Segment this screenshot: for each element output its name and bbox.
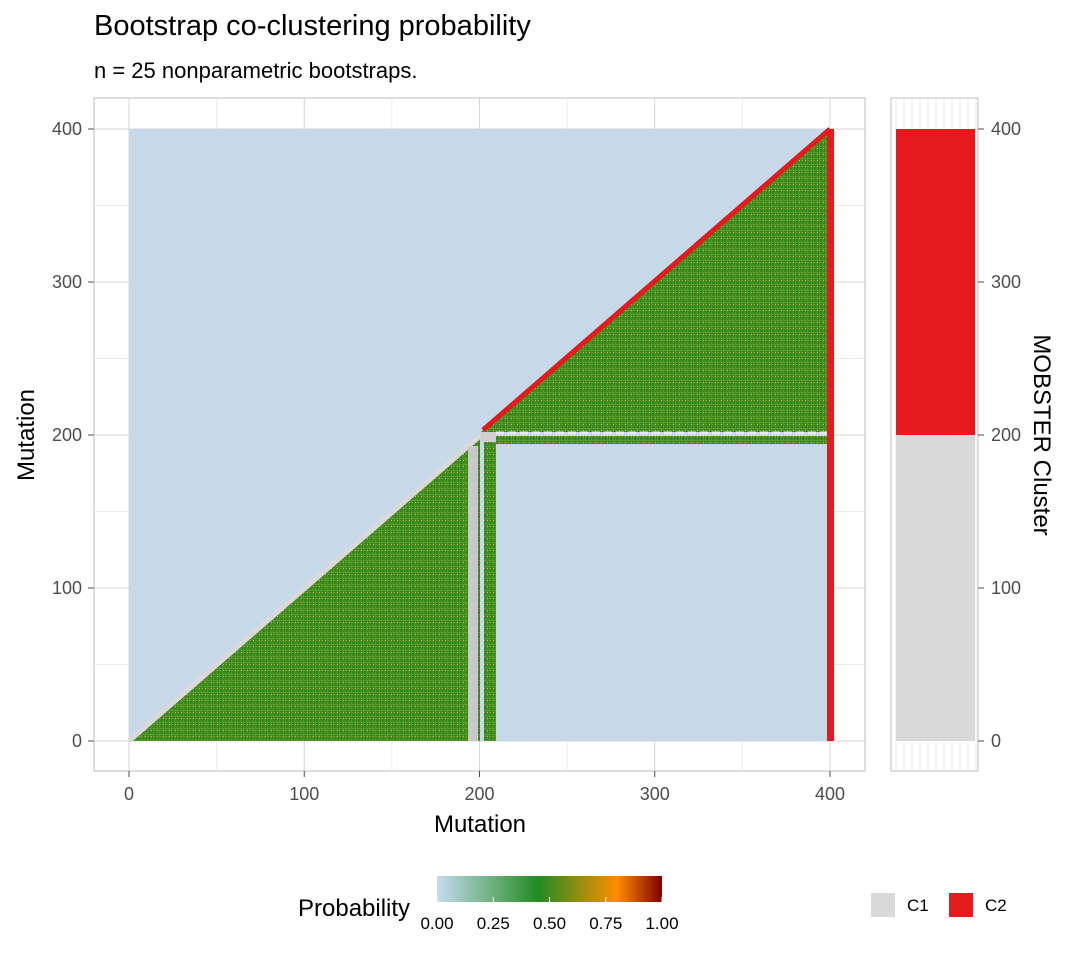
y-tick-label: 200 [52,425,82,445]
y-tick-label: 400 [52,119,82,139]
probability-legend: Probability 0.00 0.25 0.50 0.75 1.00 [298,876,679,933]
cluster-tick-label: 200 [991,425,1021,445]
cluster-bar-axis-label: MOBSTER Cluster [1028,334,1055,535]
probability-tick-label: 0.25 [477,914,510,933]
c2-band [496,436,830,444]
x-tick-label: 200 [464,784,494,804]
x-tick-label: 0 [124,784,134,804]
legend-label-c1: C1 [907,896,929,915]
legend-label-c2: C2 [985,896,1007,915]
x-tick-label: 100 [289,784,319,804]
c1-gap-column [468,446,478,741]
y-tick-label: 0 [72,731,82,751]
probability-tick-label: 0.50 [533,914,566,933]
probability-tick-label: 1.00 [645,914,678,933]
cluster-tick-label: 300 [991,272,1021,292]
probability-legend-ticks: 0.00 0.25 0.50 0.75 1.00 [420,897,679,933]
c2-right-column [827,129,834,741]
probability-tick-label: 0.75 [589,914,622,933]
cluster-tick-label: 100 [991,578,1021,598]
legend-key-c2 [949,893,973,917]
x-tick-label: 400 [815,784,845,804]
cluster-segment-c2 [896,129,975,435]
cluster-bar-panel: 0 100 200 300 400 MOBSTER Cluster [890,97,1055,772]
y-tick-label: 100 [52,578,82,598]
y-axis-ticks: 0 100 200 300 400 [52,119,94,751]
cluster-tick-label: 0 [991,731,1001,751]
c1-tail-corner [481,432,496,442]
y-axis-label: Mutation [13,389,40,481]
x-tick-label: 300 [640,784,670,804]
heatmap-panel: 0 100 200 300 400 0 100 200 300 400 Mutation Mut… [13,97,866,838]
c1-tail-column [484,441,496,741]
cluster-tick-label: 400 [991,119,1021,139]
x-axis-label: Mutation [434,811,526,838]
cluster-legend: C1 C2 [871,893,1007,917]
c1-diagonal [127,434,482,743]
probability-tick-label: 0.00 [420,914,453,933]
cluster-bar-ticks: 0 100 200 300 400 [978,119,1021,751]
chart-subtitle: n = 25 nonparametric bootstraps. [94,58,418,83]
x-axis-ticks: 0 100 200 300 400 [124,771,845,804]
probability-legend-title: Probability [298,895,410,922]
c2-diagonal [481,127,832,432]
y-tick-label: 300 [52,272,82,292]
cluster-segment-c1 [896,435,975,741]
chart-title: Bootstrap co-clustering probability [94,10,531,42]
legend-key-c1 [871,893,895,917]
